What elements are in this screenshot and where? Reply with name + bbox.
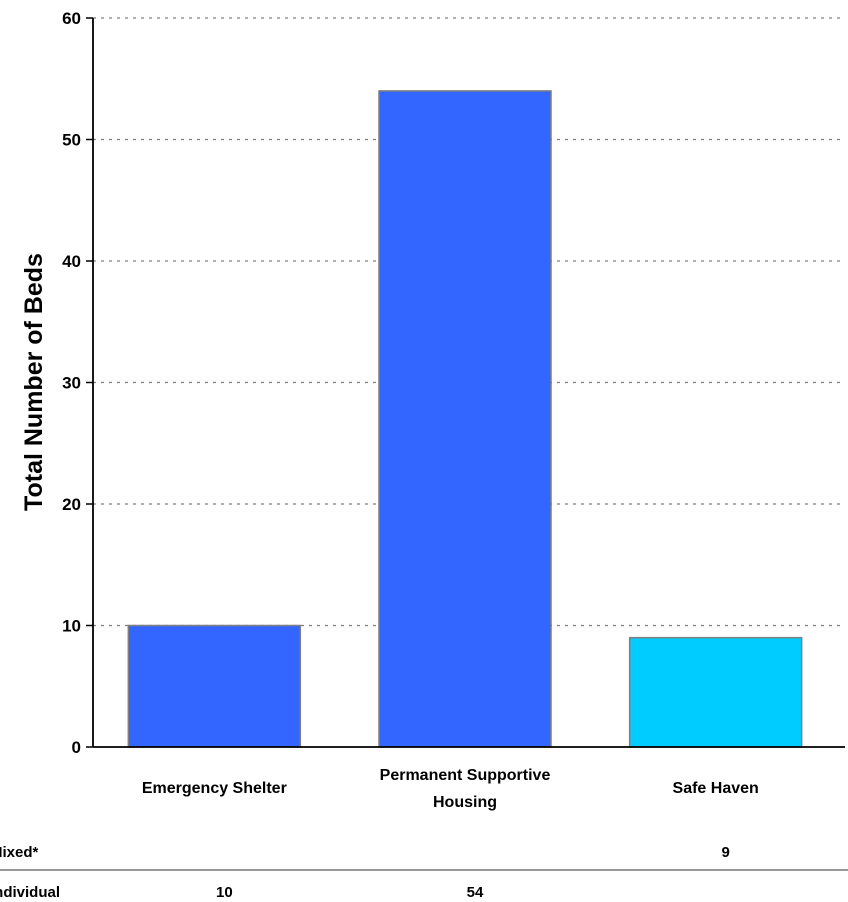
table-row-label: Individual [0,884,60,901]
table-cell: 54 [467,884,484,901]
x-category-label: Safe Haven [673,780,759,797]
y-tick-label: 60 [62,9,81,28]
axes [92,18,845,748]
x-category-label: Emergency Shelter [142,780,287,797]
bar [628,636,803,748]
table-cell: 9 [721,844,729,861]
y-tick-label: 40 [62,252,81,271]
table-cell: 10 [216,884,233,901]
table-row-label: Mixed* [0,844,39,861]
y-tick-label: 10 [62,617,81,636]
y-tick-label: 30 [62,374,81,393]
x-category-label: Permanent Supportive [380,767,551,784]
y-tick-label: 0 [72,738,81,757]
y-tick-label: 20 [62,495,81,514]
y-axis-label: Total Number of Beds [20,253,48,511]
bar [378,90,552,748]
data-table: Mixed* 9 Individual 10 54 [0,844,848,901]
bar [127,624,302,748]
y-tick-label: 50 [62,131,81,150]
y-tick-labels: 0 10 20 30 40 50 60 [62,9,81,757]
x-category-labels: Emergency Shelter Permanent Supportive Hou… [142,767,759,811]
bars [127,90,803,748]
x-category-label: Housing [433,794,497,811]
